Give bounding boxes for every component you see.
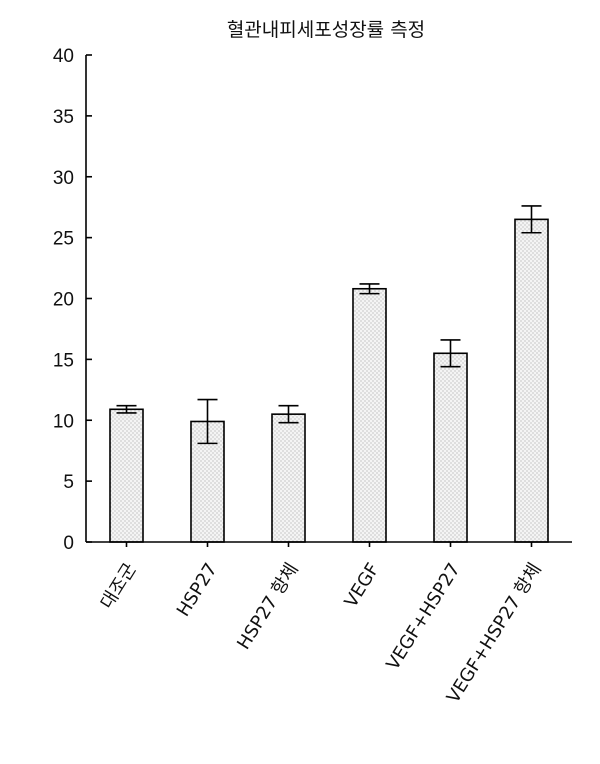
- x-tick-label: VEGF: [340, 560, 383, 612]
- y-tick-label: 10: [53, 411, 74, 432]
- y-tick-label: 20: [53, 290, 74, 311]
- x-tick-label: HSP27: [173, 560, 222, 621]
- y-tick-label: 35: [53, 107, 74, 128]
- x-tick-label: VEGF+HSP27 항체: [443, 560, 546, 707]
- bar: [272, 414, 305, 542]
- bar: [434, 353, 467, 542]
- y-tick-label: 30: [53, 168, 74, 189]
- y-tick-label: 5: [63, 472, 74, 493]
- y-axis: 0 5 10 15 20 25 30 35 40: [53, 46, 92, 554]
- y-tick-label: 40: [53, 46, 74, 67]
- y-tick-label: 0: [63, 533, 74, 554]
- chart-title: 혈관내피세포성장률 측정: [227, 19, 425, 41]
- x-tick-label: VEGF+HSP27: [382, 560, 464, 674]
- bar: [110, 409, 143, 542]
- bar: [515, 219, 548, 542]
- x-tick-label: HSP27 항체: [233, 560, 303, 654]
- y-tick-label: 25: [53, 229, 74, 250]
- bars-group: [110, 206, 548, 542]
- y-tick-label: 15: [53, 350, 74, 371]
- x-tick-label: 대조군: [97, 560, 141, 613]
- bar: [353, 289, 386, 542]
- x-axis: 대조군 HSP27HSP27 항체 VEGFVEGF+HSP27VEGF+HSP27…: [86, 542, 572, 707]
